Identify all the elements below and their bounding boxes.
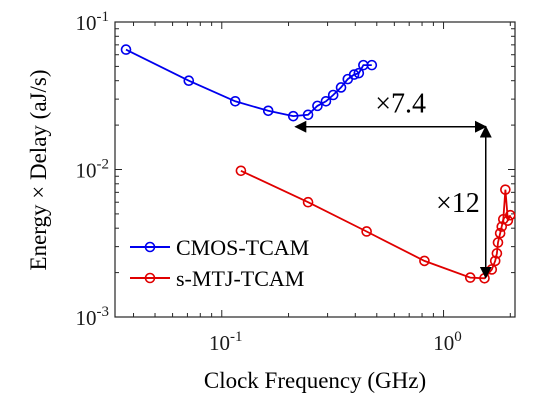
data-point (502, 215, 514, 226)
legend-label-smtj: s-MTJ-TCAM (176, 266, 304, 291)
y-tick-label: 10-3 (76, 304, 110, 330)
data-point (287, 110, 299, 122)
series-line (125, 48, 372, 118)
annotation-label: ×12 (436, 188, 480, 219)
data-point (496, 221, 508, 232)
x-tick-labels: 10-1 100 (209, 329, 462, 355)
legend-marker-cmos (144, 241, 156, 253)
y-tick-label: 10-1 (76, 9, 110, 35)
y-tick-label: 10-2 (76, 157, 110, 183)
data-point (505, 209, 516, 221)
x-axis-label: Clock Frequency (GHz) (204, 368, 426, 393)
data-point (494, 227, 506, 239)
data-point (327, 89, 339, 101)
data-point (491, 248, 503, 259)
y-axis-label: Energy × Delay (aJ/s) (26, 70, 51, 271)
data-point (229, 95, 241, 107)
legend: CMOS-TCAM s-MTJ-TCAM (130, 235, 309, 291)
series-cmos-tcam (120, 44, 378, 122)
data-point (500, 184, 511, 195)
data-point (320, 95, 332, 107)
x-tick-label: 100 (433, 329, 462, 355)
data-point (353, 67, 365, 79)
y-tick-labels: 10-3 10-2 10-1 (76, 9, 110, 330)
data-point (183, 75, 195, 86)
legend-marker-smtj (144, 272, 156, 284)
x-tick-label: 10-1 (209, 329, 243, 355)
data-point (302, 109, 314, 121)
data-point (335, 82, 347, 93)
data-point (361, 226, 372, 237)
annotations: ×7.4 ×12 (294, 89, 492, 279)
data-point (262, 105, 274, 117)
data-point (464, 272, 476, 283)
tick-marks (115, 21, 515, 318)
data-point (120, 44, 132, 55)
data-point (366, 59, 378, 71)
legend-label-cmos: CMOS-TCAM (176, 235, 309, 260)
data-point (312, 100, 323, 112)
data-point (419, 255, 430, 267)
data-point (302, 196, 314, 208)
data-point (348, 69, 360, 80)
annotation-label: ×7.4 (375, 89, 426, 120)
data-point (235, 165, 247, 177)
